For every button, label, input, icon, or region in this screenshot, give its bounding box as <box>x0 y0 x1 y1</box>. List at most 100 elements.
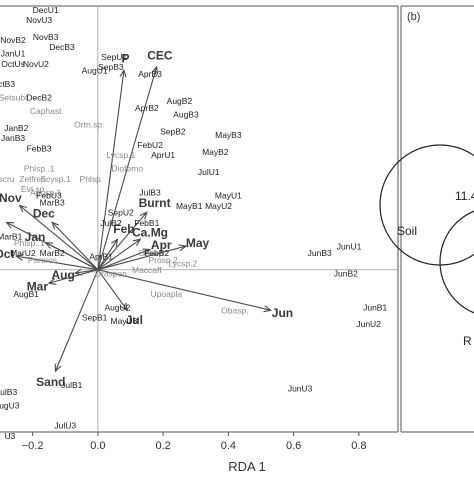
species-label: Parcros <box>28 255 57 265</box>
site-label: MayU3 <box>110 316 137 326</box>
env-arrow <box>97 249 150 271</box>
panel-b-label: (b) <box>407 11 420 23</box>
site-label: JunB1 <box>363 302 387 312</box>
site-label: AugB2 <box>167 96 193 106</box>
site-label: SepU2 <box>108 208 134 218</box>
site-label: JunU1 <box>337 241 362 251</box>
x-tick-label: 0.2 <box>155 440 170 452</box>
site-label: SepU1 <box>101 52 127 62</box>
x-tick-label: −0.2 <box>22 440 44 452</box>
env-arrow <box>7 222 99 271</box>
site-label: MayB1 <box>176 201 203 211</box>
site-label: NovB3 <box>33 32 59 42</box>
species-label: Lycsp.1 <box>106 150 135 160</box>
site-label: AprU1 <box>151 150 175 160</box>
site-label: FebU2 <box>137 140 163 150</box>
species-label: Ortn.sp <box>74 120 102 130</box>
env-arrow <box>97 246 186 271</box>
species-label: Evl.sp <box>21 184 44 194</box>
site-label: U3 <box>4 431 15 441</box>
panel-b-venn: (b) Soil 11.4 R <box>379 11 474 348</box>
site-label: FebB2 <box>144 248 169 258</box>
species-label: Apusp.1 <box>30 187 61 197</box>
species-label: Prosp.2 <box>148 255 178 265</box>
site-label: MarB1 <box>0 231 23 241</box>
site-label: DecB3 <box>49 42 75 52</box>
site-label: DecB2 <box>26 93 52 103</box>
venn-circle-soil <box>379 144 474 266</box>
env-arrow <box>20 205 99 271</box>
site-label: DecU1 <box>33 5 59 15</box>
env-arrow <box>97 239 140 271</box>
site-label: JunU3 <box>288 383 313 393</box>
panel-a-frame <box>0 5 474 433</box>
site-label: NovU2 <box>23 59 49 69</box>
env-arrow <box>97 212 147 271</box>
env-arrow-label: CEC <box>147 48 173 62</box>
species-label: Phlsp..1 <box>14 238 45 248</box>
site-label: MayB2 <box>202 147 229 157</box>
species-label: Phlsp..1 <box>24 164 55 174</box>
env-arrow <box>97 269 271 311</box>
environment-arrows: PCECBurntCa.MgAprMayJunJulAugFebJanOctNo… <box>0 48 293 389</box>
x-tick-label: 0.0 <box>90 440 105 452</box>
site-label: JanB3 <box>1 133 25 143</box>
x-tick-label: 0.8 <box>351 440 366 452</box>
site-label: JulB2 <box>100 218 122 228</box>
species-label: Maccaff <box>132 265 162 275</box>
site-label: JunB2 <box>334 268 358 278</box>
site-label: SepB2 <box>160 126 186 136</box>
species-labels: CaphastOrtn.spLycsp.1DiofemoPhlsp..1Zelf… <box>0 93 249 316</box>
site-label: MarB2 <box>40 248 65 258</box>
site-label: MarU2 <box>10 248 36 258</box>
species-label: Obasp. <box>221 306 248 316</box>
site-label: FebU3 <box>36 191 62 201</box>
x-axis-label: RDA 1 <box>228 459 266 474</box>
species-label: scru <box>0 174 15 184</box>
env-arrow <box>97 239 118 271</box>
env-arrow-label: Jun <box>272 306 293 320</box>
site-label: AprB2 <box>135 103 159 113</box>
species-label: Scysp.1 <box>40 174 71 184</box>
env-arrow <box>55 269 99 371</box>
species-label: Phlsp. <box>80 174 104 184</box>
env-arrow-label: Ca.Mg <box>132 225 168 239</box>
env-arrow-label: Feb <box>113 222 134 236</box>
site-label: AprB3 <box>138 69 162 79</box>
site-label: AugU3 <box>0 400 20 410</box>
species-label: Lycsp.2 <box>168 258 197 268</box>
env-arrow-label: Burnt <box>139 196 171 210</box>
species-label: Zelfren <box>19 174 46 184</box>
venn-circle-r <box>439 210 474 314</box>
site-label: JanU1 <box>1 49 26 59</box>
env-arrow <box>52 222 99 271</box>
site-label: AugB3 <box>173 110 199 120</box>
site-label: AprB1 <box>89 252 113 262</box>
species-label: Draspen <box>95 268 127 278</box>
x-axis-ticks: −0.2 0.0 0.2 0.4 0.6 0.8 <box>22 432 367 452</box>
env-arrow-label: Nov <box>0 191 22 205</box>
env-arrow-label: Dec <box>33 207 55 221</box>
species-label: Setsubt <box>0 93 28 103</box>
env-arrow-label: Apr <box>151 238 172 252</box>
site-label: FebB1 <box>134 218 159 228</box>
env-arrow <box>49 269 99 284</box>
venn-set-label-r: R <box>463 334 472 348</box>
site-label: MayB3 <box>215 130 242 140</box>
site-label: JulB3 <box>139 187 161 197</box>
site-label: AugU2 <box>104 302 130 312</box>
site-label: NovB2 <box>0 35 26 45</box>
site-label: JulB1 <box>61 380 83 390</box>
env-arrow <box>97 269 127 311</box>
site-label: MayU1 <box>215 191 242 201</box>
site-label: OctB3 <box>0 79 15 89</box>
species-label: Diofemo <box>111 164 143 174</box>
venn-set-label-soil: Soil <box>397 224 417 238</box>
site-label: JulU3 <box>54 421 76 431</box>
site-label: JulB3 <box>0 387 17 397</box>
site-label: MayU2 <box>205 201 232 211</box>
site-label: JanB2 <box>4 123 28 133</box>
